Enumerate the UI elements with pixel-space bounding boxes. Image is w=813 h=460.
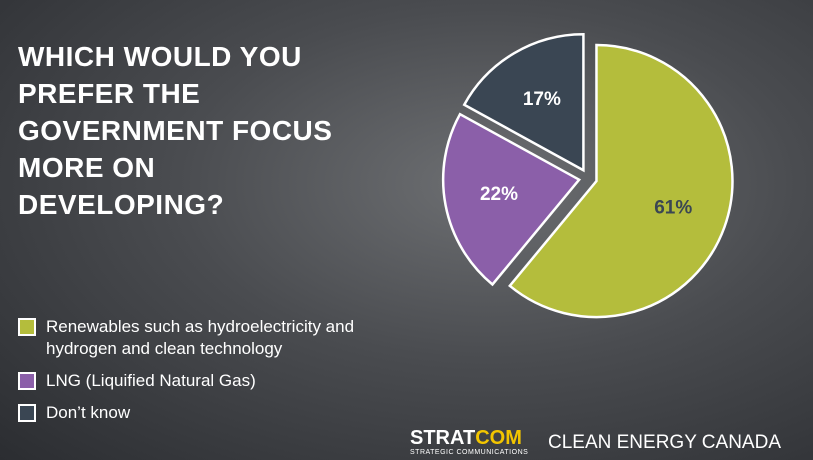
slice-label: 61%	[654, 198, 692, 219]
chart-title: WHICH WOULD YOU PREFER THE GOVERNMENT FO…	[18, 41, 333, 220]
pie-slice	[462, 33, 585, 173]
brand-text: STRAT	[410, 427, 476, 449]
legend-swatch	[18, 318, 36, 336]
pie-slice	[508, 43, 734, 319]
slice-label: 17%	[523, 89, 561, 110]
brand-text: COM	[475, 427, 522, 449]
legend-label: Don’t know	[46, 403, 131, 422]
legend-label: Renewables such as hydroelectricity and …	[46, 317, 355, 358]
legend-item: Don’t know	[18, 402, 418, 424]
brand-tagline: STRATEGIC COMMUNICATIONS	[410, 449, 529, 456]
brand-logo: STRATCOM	[410, 428, 522, 448]
legend-label: LNG (Liquified Natural Gas)	[46, 371, 256, 390]
legend-item: LNG (Liquified Natural Gas)	[18, 370, 418, 392]
pie-slice	[441, 112, 582, 287]
legend: Renewables such as hydroelectricity and …	[18, 316, 418, 434]
legend-swatch	[18, 404, 36, 422]
legend-item: Renewables such as hydroelectricity and …	[18, 316, 418, 360]
legend-swatch	[18, 372, 36, 390]
partner-logo: CLEAN ENERGY CANADA	[548, 432, 781, 453]
slice-label: 22%	[480, 184, 518, 205]
